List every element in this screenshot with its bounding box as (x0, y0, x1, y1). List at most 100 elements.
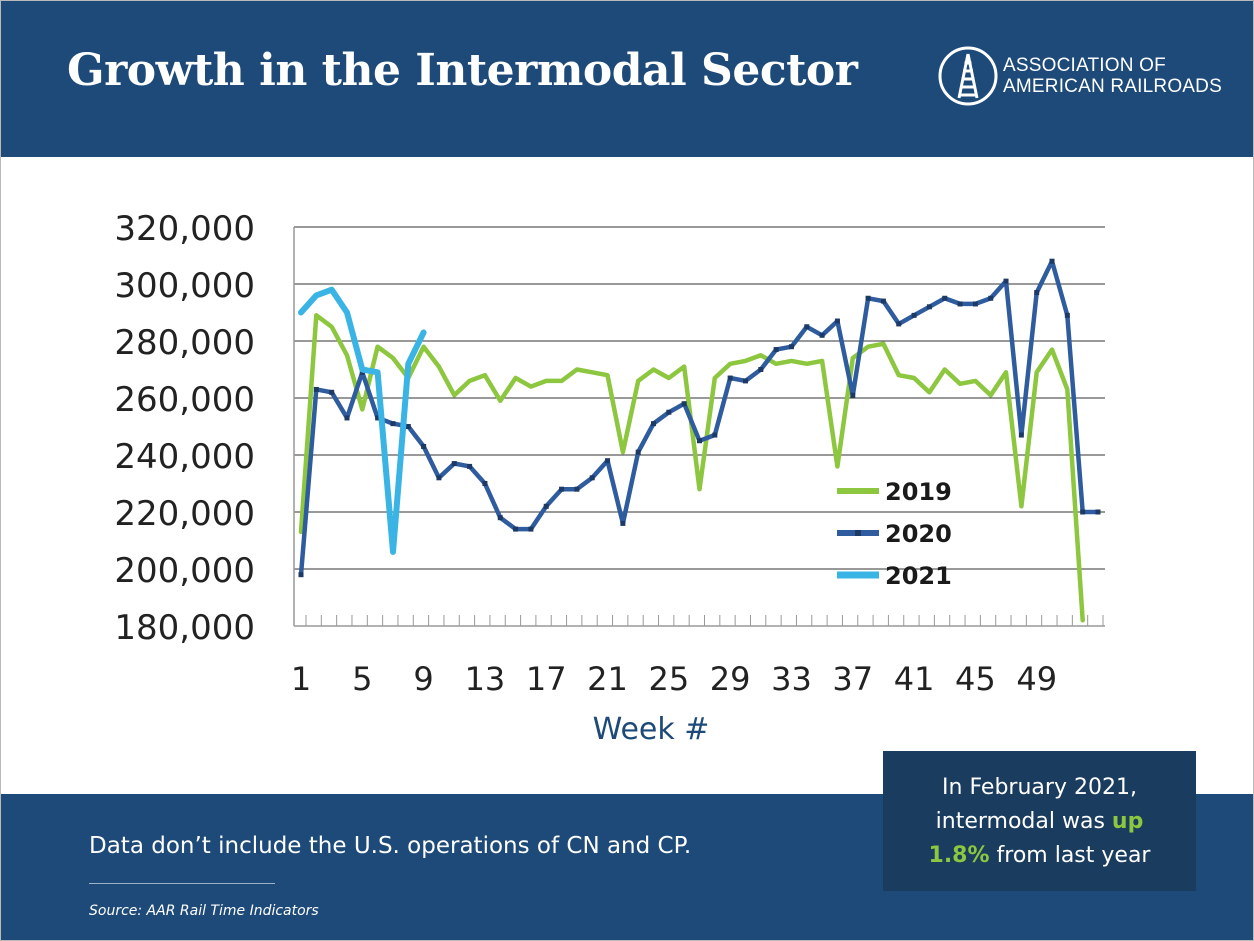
point-2020 (896, 321, 902, 327)
point-2020 (697, 438, 702, 444)
logo-text-line2: AMERICAN RAILROADS (1003, 76, 1222, 97)
x-tick-label: 41 (894, 660, 935, 698)
point-2020 (298, 572, 304, 578)
point-2020 (880, 298, 886, 304)
y-tick-label: 220,000 (114, 494, 255, 534)
y-tick-label: 300,000 (114, 266, 255, 306)
chart-gridlines (294, 226, 1105, 570)
legend-label-2021: 2021 (885, 562, 952, 590)
x-tick-label: 17 (526, 660, 567, 698)
point-2020 (712, 432, 718, 438)
y-tick-label: 180,000 (114, 608, 255, 648)
logo-text-line1: ASSOCIATION OF (1003, 55, 1166, 76)
callout-line3: 1.8% from last year (883, 839, 1196, 873)
x-axis-ticks: 1 5 9 13 17 21 25 29 33 37 41 45 49 (291, 660, 1057, 698)
series-line-2021 (298, 286, 427, 555)
point-2020 (635, 449, 641, 455)
logo-text: ASSOCIATION OF AMERICAN RAILROADS (1003, 55, 1222, 97)
point-2020 (467, 463, 473, 469)
x-axis-title: Week # (593, 712, 710, 747)
point-2020 (329, 389, 335, 395)
legend-marker-2020 (855, 530, 861, 536)
chart-legend: 2019 2020 2021 (837, 478, 952, 590)
point-2020 (758, 367, 764, 372)
point-2020 (559, 486, 565, 492)
point-2020 (605, 458, 611, 464)
point-2020 (1064, 312, 1070, 318)
point-2020 (1018, 432, 1024, 438)
point-2020 (436, 475, 442, 481)
point-2020 (865, 295, 871, 301)
point-2020 (543, 503, 549, 509)
point-2020 (344, 415, 350, 421)
point-2020 (421, 443, 427, 449)
source-citation: Source: AAR Rail Time Indicators (89, 903, 319, 919)
point-2020 (788, 344, 794, 350)
point-2020 (957, 301, 963, 307)
point-2020 (1080, 509, 1086, 515)
series-line-2019 (298, 313, 1085, 623)
y-tick-label: 200,000 (114, 551, 255, 591)
callout-line2-text: intermodal was (935, 809, 1112, 834)
point-2020 (313, 386, 319, 392)
x-tick-label: 49 (1016, 660, 1057, 698)
x-tick-label: 37 (832, 660, 873, 698)
point-2020 (1049, 258, 1055, 264)
page-title: Growth in the Intermodal Sector (67, 45, 858, 96)
point-2020 (497, 515, 503, 521)
footer-divider (89, 883, 275, 884)
point-2020 (850, 392, 856, 398)
point-2020 (972, 301, 978, 307)
point-2020 (574, 486, 580, 492)
point-2020 (482, 481, 488, 486)
x-tick-label: 9 (413, 660, 433, 698)
point-2020 (988, 295, 994, 301)
point-2020 (834, 318, 840, 324)
point-2020 (942, 295, 948, 301)
y-tick-label: 280,000 (114, 323, 255, 363)
data-note: Data don’t include the U.S. operations o… (89, 833, 692, 859)
x-tick-label: 5 (352, 660, 372, 698)
header-banner (1, 1, 1253, 157)
legend-label-2020: 2020 (885, 520, 952, 548)
point-2020 (1034, 290, 1040, 296)
series-line-2020 (298, 258, 1101, 577)
callout-highlight-up: up (1111, 809, 1144, 834)
callout-line1: In February 2021, (942, 775, 1137, 800)
x-tick-label: 13 (465, 660, 506, 698)
point-2020 (773, 347, 779, 353)
x-tick-label: 45 (955, 660, 996, 698)
chart-axes (293, 227, 1105, 627)
point-2020 (513, 526, 519, 532)
y-tick-label: 260,000 (114, 380, 255, 420)
callout-highlight-percent: 1.8% (928, 843, 990, 868)
point-2020 (819, 332, 825, 338)
point-2020 (742, 378, 748, 384)
point-2020 (589, 475, 595, 481)
x-tick-label: 33 (771, 660, 812, 698)
point-2020 (1095, 509, 1101, 515)
x-tick-label: 25 (648, 660, 689, 698)
point-2020 (405, 424, 411, 429)
point-2020 (651, 421, 657, 427)
point-2020 (451, 461, 457, 467)
point-2020 (911, 312, 917, 318)
point-2020 (1003, 278, 1009, 284)
callout-line3-text: from last year (989, 843, 1151, 868)
point-2020 (390, 421, 396, 427)
y-axis-ticks: 180,000 200,000 220,000 240,000 260,000 280,0… (114, 209, 255, 648)
chart-series (298, 258, 1101, 623)
aar-logo: ASSOCIATION OF AMERICAN RAILROADS (937, 45, 1222, 109)
point-2020 (528, 526, 534, 532)
x-tick-label: 21 (587, 660, 628, 698)
callout-line2: intermodal was up (883, 805, 1196, 839)
callout-box: In February 2021, intermodal was up 1.8%… (883, 751, 1196, 891)
point-2020 (666, 409, 672, 415)
x-tick-label: 29 (710, 660, 751, 698)
point-2020 (375, 415, 381, 421)
intermodal-line-chart: 180,000 200,000 220,000 240,000 260,000 280,0… (114, 209, 1105, 747)
legend-label-2019: 2019 (885, 478, 952, 506)
point-2020 (620, 520, 626, 526)
point-2020 (926, 304, 932, 310)
